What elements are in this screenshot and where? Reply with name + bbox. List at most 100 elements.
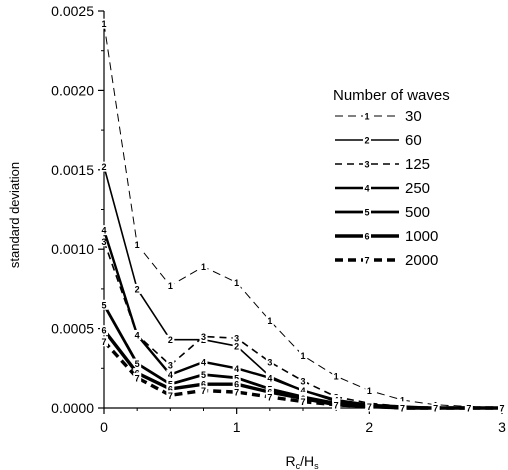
svg-text:1: 1	[300, 351, 305, 361]
data-point: 3	[199, 331, 208, 342]
data-point: 1	[332, 371, 341, 382]
svg-text:7: 7	[135, 373, 140, 383]
svg-text:4: 4	[168, 370, 173, 380]
data-point: 4	[166, 369, 175, 380]
legend-label: 125	[405, 156, 430, 173]
data-point: 7	[365, 401, 374, 412]
svg-text:3: 3	[364, 160, 369, 170]
svg-text:1: 1	[364, 112, 369, 122]
y-tick-label: 0.0005	[51, 321, 94, 337]
data-point: 1	[100, 18, 108, 29]
svg-text:7: 7	[499, 404, 504, 414]
series-2000: 7 7 7 7 7 7 7 7 7 7 7 7 7	[100, 336, 506, 414]
data-point: 4	[133, 329, 142, 340]
svg-text:1: 1	[367, 386, 372, 396]
legend-item-2000: 7 2000	[335, 252, 438, 269]
svg-text:1: 1	[135, 240, 140, 250]
svg-text:7: 7	[300, 397, 305, 407]
svg-text:6: 6	[364, 232, 369, 242]
data-point: 1	[299, 350, 307, 361]
y-tick-label: 0.0010	[51, 241, 94, 257]
svg-text:3: 3	[300, 377, 305, 387]
data-point: 4	[265, 372, 274, 383]
data-point: 7	[265, 391, 274, 402]
y-axis-label: standard deviation	[7, 162, 22, 268]
svg-text:3: 3	[234, 334, 239, 344]
data-point: 5	[100, 299, 108, 310]
data-point: 3	[232, 333, 241, 344]
svg-text:7: 7	[234, 388, 239, 398]
data-point: 7	[166, 390, 175, 401]
legend-item-60: 2 60	[335, 132, 422, 149]
legend-marker: 2	[363, 135, 371, 146]
data-point: 4	[199, 356, 208, 367]
svg-text:7: 7	[367, 402, 372, 412]
svg-text:7: 7	[364, 256, 369, 266]
data-point: 2	[100, 161, 108, 172]
svg-text:1: 1	[101, 19, 106, 29]
legend: Number of waves 1 30 2 60 3 125 4 250 5 500 6 1000 7…	[333, 87, 450, 269]
svg-text:4: 4	[364, 184, 369, 194]
data-point: 7	[431, 403, 440, 414]
data-point: 7	[332, 399, 341, 410]
svg-text:1: 1	[201, 262, 206, 272]
legend-marker: 1	[363, 111, 371, 122]
svg-text:2: 2	[168, 335, 173, 345]
legend-item-1000: 6 1000	[335, 228, 438, 245]
data-point: 3	[166, 360, 175, 371]
data-point: 6	[166, 383, 175, 394]
svg-text:2: 2	[364, 136, 369, 146]
svg-text:7: 7	[168, 391, 173, 401]
data-point: 7	[100, 336, 108, 347]
svg-text:4: 4	[267, 373, 272, 383]
svg-text:7: 7	[101, 337, 106, 347]
data-point: 2	[232, 341, 241, 352]
data-point: 1	[133, 239, 142, 250]
y-tick-label: 0.0015	[51, 162, 94, 178]
legend-label: 250	[405, 180, 430, 197]
series-line	[103, 166, 502, 409]
svg-text:3: 3	[168, 361, 173, 371]
data-point: 1	[232, 277, 241, 288]
svg-text:6: 6	[168, 384, 173, 394]
svg-text:5: 5	[101, 300, 106, 310]
y-tick-label: 0.0000	[51, 400, 94, 416]
legend-label: 2000	[405, 252, 438, 269]
svg-text:5: 5	[135, 359, 140, 369]
data-point: 7	[133, 372, 142, 383]
data-point: 2	[166, 334, 175, 345]
svg-text:7: 7	[201, 386, 206, 396]
svg-text:1: 1	[234, 278, 239, 288]
data-point: 6	[199, 379, 208, 390]
data-point: 1	[166, 280, 175, 291]
svg-text:6: 6	[234, 380, 239, 390]
data-point: 3	[265, 356, 274, 367]
data-point: 7	[232, 387, 241, 398]
svg-text:4: 4	[300, 386, 305, 396]
svg-text:6: 6	[201, 380, 206, 390]
data-point: 7	[498, 403, 506, 414]
legend-title: Number of waves	[333, 87, 450, 104]
data-point: 6	[232, 379, 241, 390]
legend-label: 500	[405, 204, 430, 221]
legend-label: 30	[405, 108, 422, 125]
svg-text:4: 4	[101, 226, 106, 236]
legend-marker: 4	[363, 183, 371, 194]
data-point: 1	[265, 315, 274, 326]
series-layer: 1111111111111222222222222233333333333334…	[100, 18, 506, 414]
y-tick-label: 0.0020	[51, 82, 94, 98]
svg-text:5: 5	[364, 208, 369, 218]
svg-text:4: 4	[234, 364, 239, 374]
svg-text:2: 2	[135, 284, 140, 294]
x-axis-label: Rc/Hs	[285, 453, 319, 470]
series-30: 1111111111111	[100, 18, 506, 414]
svg-text:1: 1	[334, 372, 339, 382]
legend-item-125: 3 125	[335, 156, 430, 173]
data-point: 7	[299, 396, 307, 407]
svg-text:1: 1	[267, 316, 272, 326]
svg-text:7: 7	[433, 404, 438, 414]
svg-text:5: 5	[234, 373, 239, 383]
x-tick-label: 3	[498, 419, 506, 435]
